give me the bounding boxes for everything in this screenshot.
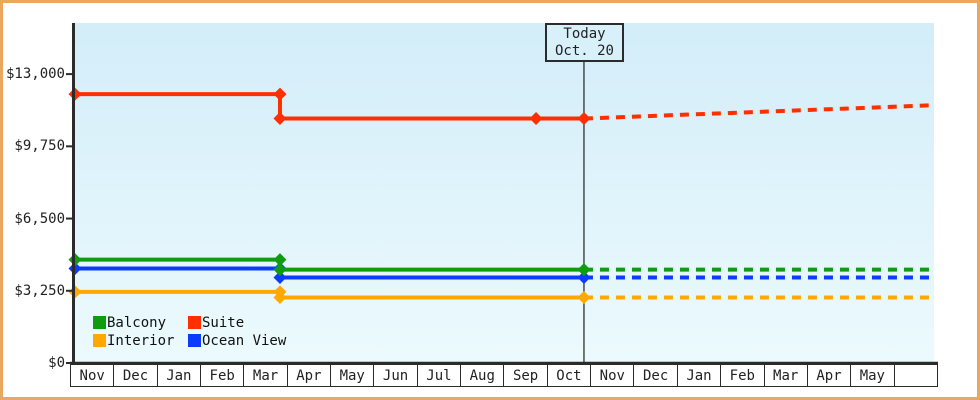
legend-item-balcony: Balcony [93, 314, 188, 331]
legend-label: Suite [202, 314, 245, 331]
legend-item-ocean-view: Ocean View [188, 332, 287, 349]
month-cell-dec: Dec [633, 365, 676, 386]
data-point [273, 87, 287, 101]
month-cell-apr: Apr [286, 365, 330, 386]
legend-swatch [188, 334, 201, 347]
month-cell-nov: Nov [79, 367, 105, 384]
y-axis-label: $6,500 [14, 210, 65, 227]
legend-label: Interior [107, 332, 175, 349]
month-cell-jan: Jan [156, 365, 200, 386]
month-cell-sep: Sep [503, 365, 546, 386]
y-axis-label: $13,000 [5, 66, 65, 83]
legend-item-suite: Suite [188, 314, 286, 331]
legend-label: Ocean View [202, 332, 287, 349]
legend-swatch [93, 316, 106, 329]
legend-label: Balcony [107, 314, 167, 331]
today-date-label: Oct. 20 [554, 42, 614, 59]
y-axis-label: $0 [48, 355, 65, 371]
month-cell-dec: Dec [113, 365, 156, 386]
data-point [273, 263, 287, 277]
data-point [577, 270, 591, 284]
y-axis-label: $3,250 [14, 282, 65, 299]
price-chart-canvas [66, 23, 938, 365]
data-point [529, 112, 543, 126]
data-point [577, 263, 591, 277]
today-marker-box: Today Oct. 20 [545, 23, 624, 62]
plot-background [75, 23, 934, 363]
month-cell-empty [893, 365, 937, 386]
month-cell-jul: Jul [416, 365, 460, 386]
today-label: Today [563, 25, 606, 42]
month-cell-nov: Nov [590, 365, 633, 386]
data-point [577, 112, 591, 126]
chart-legend: Balcony Suite Interior Ocean View [93, 314, 287, 349]
legend-swatch [93, 334, 106, 347]
month-cell-may: May [850, 365, 893, 386]
month-cell-mar: Mar [763, 365, 807, 386]
legend-item-interior: Interior [93, 332, 188, 349]
y-axis-label: $9,750 [14, 138, 65, 155]
month-cell-jun: Jun [373, 365, 416, 386]
month-cell-aug: Aug [460, 365, 503, 386]
data-point [273, 112, 287, 126]
month-cell-apr: Apr [806, 365, 850, 386]
x-axis-month-band: Nov Dec Jan Feb Mar Apr May Jun Jul Aug Sep Oct Nov D… [70, 364, 938, 387]
data-point [577, 290, 591, 304]
month-cell-feb: Feb [200, 365, 243, 386]
series-forecast-suite [583, 103, 935, 121]
data-point [273, 270, 287, 284]
legend-swatch [188, 316, 201, 329]
month-cell-mar: Mar [243, 365, 286, 386]
data-point [273, 290, 287, 304]
month-cell-may: May [330, 365, 373, 386]
month-cell-oct: Oct [546, 365, 590, 386]
month-cell-jan: Jan [676, 365, 720, 386]
month-cell-feb: Feb [720, 365, 763, 386]
